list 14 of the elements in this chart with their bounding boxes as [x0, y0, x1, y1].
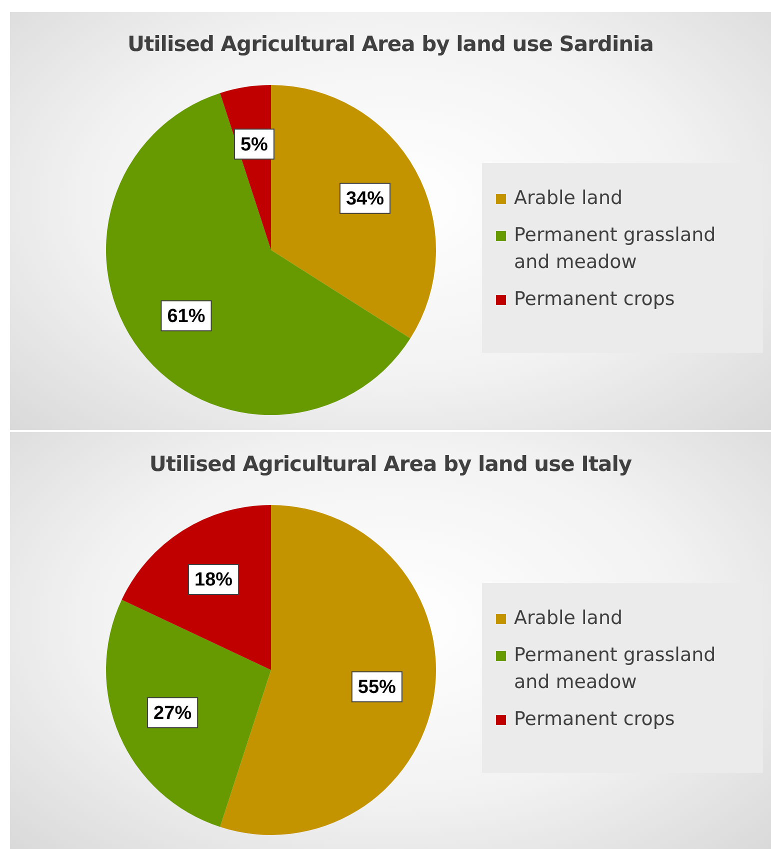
data-label: 18% [194, 570, 233, 591]
legend-label: Permanent crops [514, 287, 675, 312]
chart-title: Utilised Agricultural Area by land use Sardinia [126, 32, 654, 56]
legend-label: Arable land [514, 606, 623, 631]
data-label: 34% [346, 188, 384, 210]
legend-label: Permanent crops [514, 707, 675, 732]
legend-label: Arable land [514, 186, 623, 211]
data-label: 55% [358, 677, 396, 698]
legend-label: Permanent grassland and meadow [514, 223, 717, 275]
data-label: 61% [167, 306, 206, 327]
data-label: 27% [154, 702, 192, 724]
legend-label: Permanent grassland and meadow [514, 643, 717, 695]
chart-title: Utilised Agricultural Area by land use Italy [148, 452, 633, 476]
data-label: 5% [240, 134, 268, 156]
